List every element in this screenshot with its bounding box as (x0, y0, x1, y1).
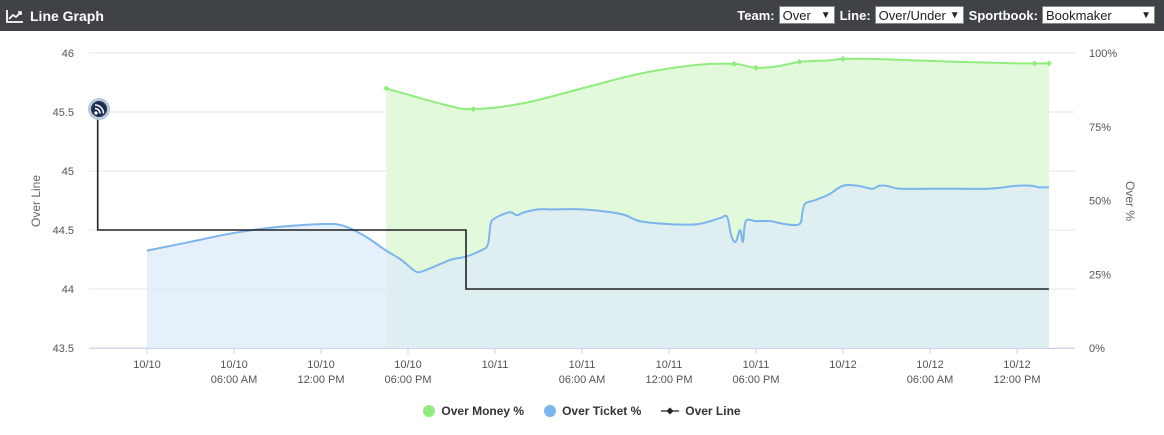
y-left-tick-label: 43.5 (53, 343, 74, 355)
y-left-tick-label: 45.5 (53, 107, 74, 119)
header-title-area: Line Graph (6, 0, 104, 31)
over-money-point (383, 85, 390, 92)
chevron-down-icon: ▼ (820, 10, 831, 21)
legend-swatch-over-ticket (544, 405, 557, 417)
y-right-tick-label: 25% (1089, 269, 1111, 281)
y-left-tick-label: 45 (62, 166, 74, 178)
y-right-tick-label: 100% (1089, 48, 1117, 60)
over-money-line (385, 57, 1049, 111)
sportbook-select[interactable]: Bookmaker ▼ (1042, 6, 1155, 24)
legend: Over Money % Over Ticket % Over Line (0, 404, 1164, 418)
over-money-point (470, 106, 477, 113)
x-tick-label: 10/12 (916, 359, 944, 371)
x-tick-label: 10/11 (743, 359, 770, 371)
rss-marker[interactable] (88, 98, 110, 120)
sportbook-filter-label: Sportbook: (968, 7, 1038, 23)
y-left-axis-title: Over Line (29, 175, 43, 227)
team-select-value: Over (782, 8, 811, 23)
over-money-point (1045, 60, 1052, 67)
x-tick-label: 10/10 (307, 359, 335, 371)
over-money-point (1031, 60, 1038, 67)
x-tick-label: 10/12 (1003, 359, 1031, 371)
top-bar: Line Graph Team: Over ▼ Line: Over/Under… (0, 0, 1164, 31)
x-tick-label: 12:00 PM (993, 374, 1040, 386)
over-money-point (840, 55, 846, 62)
team-filter-label: Team: (737, 7, 775, 23)
line-graph-icon (6, 9, 23, 23)
y-left-tick-label: 44.5 (53, 225, 74, 237)
series-areas (147, 58, 1049, 348)
rss-icon (91, 101, 107, 117)
x-tick-label: 10/11 (482, 359, 509, 371)
legend-swatch-over-line (661, 407, 680, 415)
y-right-axis-title: Over % (1123, 181, 1137, 221)
over-money-point (753, 64, 759, 71)
legend-item-over-money[interactable]: Over Money % (423, 404, 524, 418)
x-tick-label: 10/10 (133, 359, 161, 371)
sportbook-select-value: Bookmaker (1046, 8, 1112, 23)
legend-item-over-line[interactable]: Over Line (661, 404, 741, 418)
x-tick-label: 10/11 (656, 359, 683, 371)
over-ticket-area (147, 184, 1049, 348)
line-chart: Over Line Over % 46 45.5 45 44.5 44 43.5 100% 7… (29, 48, 1137, 386)
x-tick-label: 10/10 (220, 359, 248, 371)
y-left-tick-label: 44 (62, 284, 74, 296)
line-filter-label: Line: (839, 7, 871, 23)
page-title: Line Graph (30, 7, 104, 24)
team-select[interactable]: Over ▼ (778, 6, 835, 24)
y-right-tick-label: 0% (1089, 343, 1105, 355)
over-ticket-line (146, 183, 1049, 274)
x-tick-label: 06:00 AM (907, 374, 953, 386)
legend-label-over-money: Over Money % (441, 404, 525, 418)
x-tick-label: 12:00 PM (645, 374, 692, 386)
legend-item-over-ticket[interactable]: Over Ticket % (544, 404, 641, 418)
filter-bar: Team: Over ▼ Line: Over/Under ▼ Sportboo… (737, 4, 1160, 26)
y-left-tick-label: 46 (62, 48, 74, 60)
x-tick-label: 06:00 PM (384, 374, 431, 386)
x-tick-label: 10/11 (569, 359, 596, 371)
x-tick-label: 06:00 AM (211, 374, 257, 386)
line-select[interactable]: Over/Under ▼ (874, 6, 964, 24)
y-right-tick-label: 75% (1089, 122, 1111, 134)
chevron-down-icon: ▼ (949, 10, 960, 21)
x-tick-label: 06:00 AM (559, 374, 605, 386)
series-markers (383, 55, 1052, 113)
over-money-point (796, 58, 803, 65)
x-tick-label: 06:00 PM (732, 374, 779, 386)
x-tick-label: 10/12 (829, 359, 857, 371)
y-right-tick-label: 50% (1089, 196, 1111, 208)
line-select-value: Over/Under (878, 8, 946, 23)
legend-swatch-over-money (423, 405, 436, 417)
legend-label-over-ticket: Over Ticket % (562, 404, 642, 418)
chevron-down-icon: ▼ (1141, 10, 1151, 21)
axes: Over Line Over % 46 45.5 45 44.5 44 43.5 100% 7… (29, 48, 1137, 386)
legend-label-over-line: Over Line (685, 404, 741, 418)
over-money-point (731, 60, 738, 67)
x-tick-label: 10/10 (394, 359, 422, 371)
x-tick-label: 12:00 PM (297, 374, 344, 386)
